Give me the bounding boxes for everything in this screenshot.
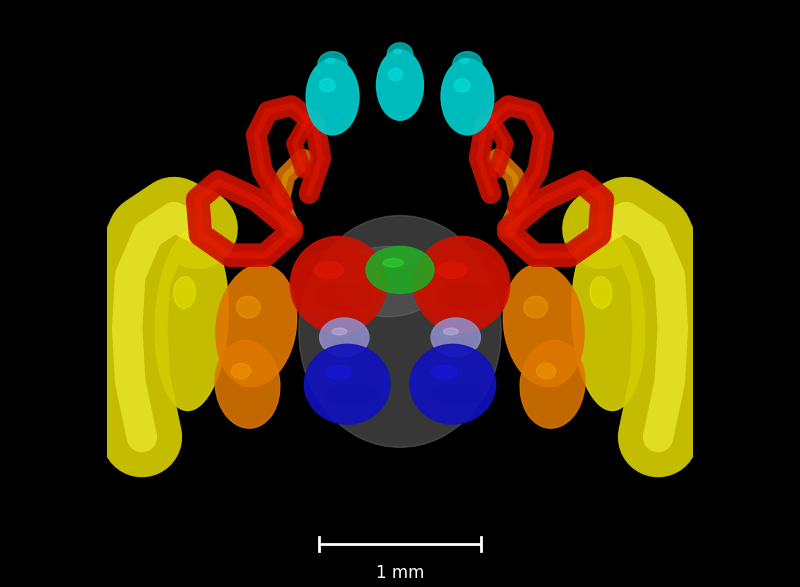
Ellipse shape (431, 365, 457, 379)
Ellipse shape (293, 249, 384, 320)
Ellipse shape (216, 264, 297, 387)
Ellipse shape (441, 59, 494, 135)
Ellipse shape (383, 270, 424, 282)
Ellipse shape (366, 247, 434, 294)
Ellipse shape (387, 43, 413, 66)
Ellipse shape (314, 262, 343, 278)
Text: 1 mm: 1 mm (376, 564, 424, 582)
Ellipse shape (174, 276, 195, 308)
Ellipse shape (590, 320, 634, 365)
Ellipse shape (524, 296, 548, 318)
Ellipse shape (572, 229, 645, 410)
Ellipse shape (304, 345, 390, 424)
Ellipse shape (410, 345, 496, 424)
Ellipse shape (388, 68, 402, 80)
Ellipse shape (319, 97, 351, 116)
Ellipse shape (332, 338, 362, 347)
Ellipse shape (319, 79, 335, 92)
Ellipse shape (299, 215, 501, 447)
Ellipse shape (155, 229, 228, 410)
Ellipse shape (231, 363, 250, 379)
Ellipse shape (377, 50, 423, 120)
Ellipse shape (314, 285, 372, 309)
Ellipse shape (443, 328, 458, 335)
Ellipse shape (332, 328, 346, 335)
Ellipse shape (306, 59, 359, 135)
Ellipse shape (326, 384, 377, 404)
Ellipse shape (453, 52, 482, 77)
Ellipse shape (524, 325, 571, 356)
Ellipse shape (326, 365, 351, 379)
Ellipse shape (590, 276, 612, 308)
Ellipse shape (236, 296, 260, 318)
Ellipse shape (237, 325, 284, 356)
Ellipse shape (431, 318, 480, 357)
Ellipse shape (438, 262, 466, 278)
Ellipse shape (290, 237, 386, 333)
Ellipse shape (416, 249, 507, 320)
Ellipse shape (326, 58, 334, 63)
Ellipse shape (174, 320, 218, 365)
Ellipse shape (394, 49, 402, 53)
Ellipse shape (537, 363, 556, 379)
Ellipse shape (454, 79, 470, 92)
Ellipse shape (503, 264, 584, 387)
Ellipse shape (520, 340, 585, 428)
Ellipse shape (460, 65, 478, 71)
Ellipse shape (388, 85, 417, 103)
Ellipse shape (320, 318, 369, 357)
Ellipse shape (537, 384, 575, 406)
Ellipse shape (460, 58, 469, 63)
Ellipse shape (215, 340, 280, 428)
Ellipse shape (335, 247, 441, 317)
Ellipse shape (326, 65, 343, 71)
Ellipse shape (231, 384, 270, 406)
Ellipse shape (454, 97, 486, 116)
Ellipse shape (318, 52, 347, 77)
Ellipse shape (383, 259, 403, 267)
Ellipse shape (394, 55, 409, 60)
Ellipse shape (438, 285, 495, 309)
Ellipse shape (414, 237, 510, 333)
Ellipse shape (431, 384, 482, 404)
Ellipse shape (443, 338, 473, 347)
